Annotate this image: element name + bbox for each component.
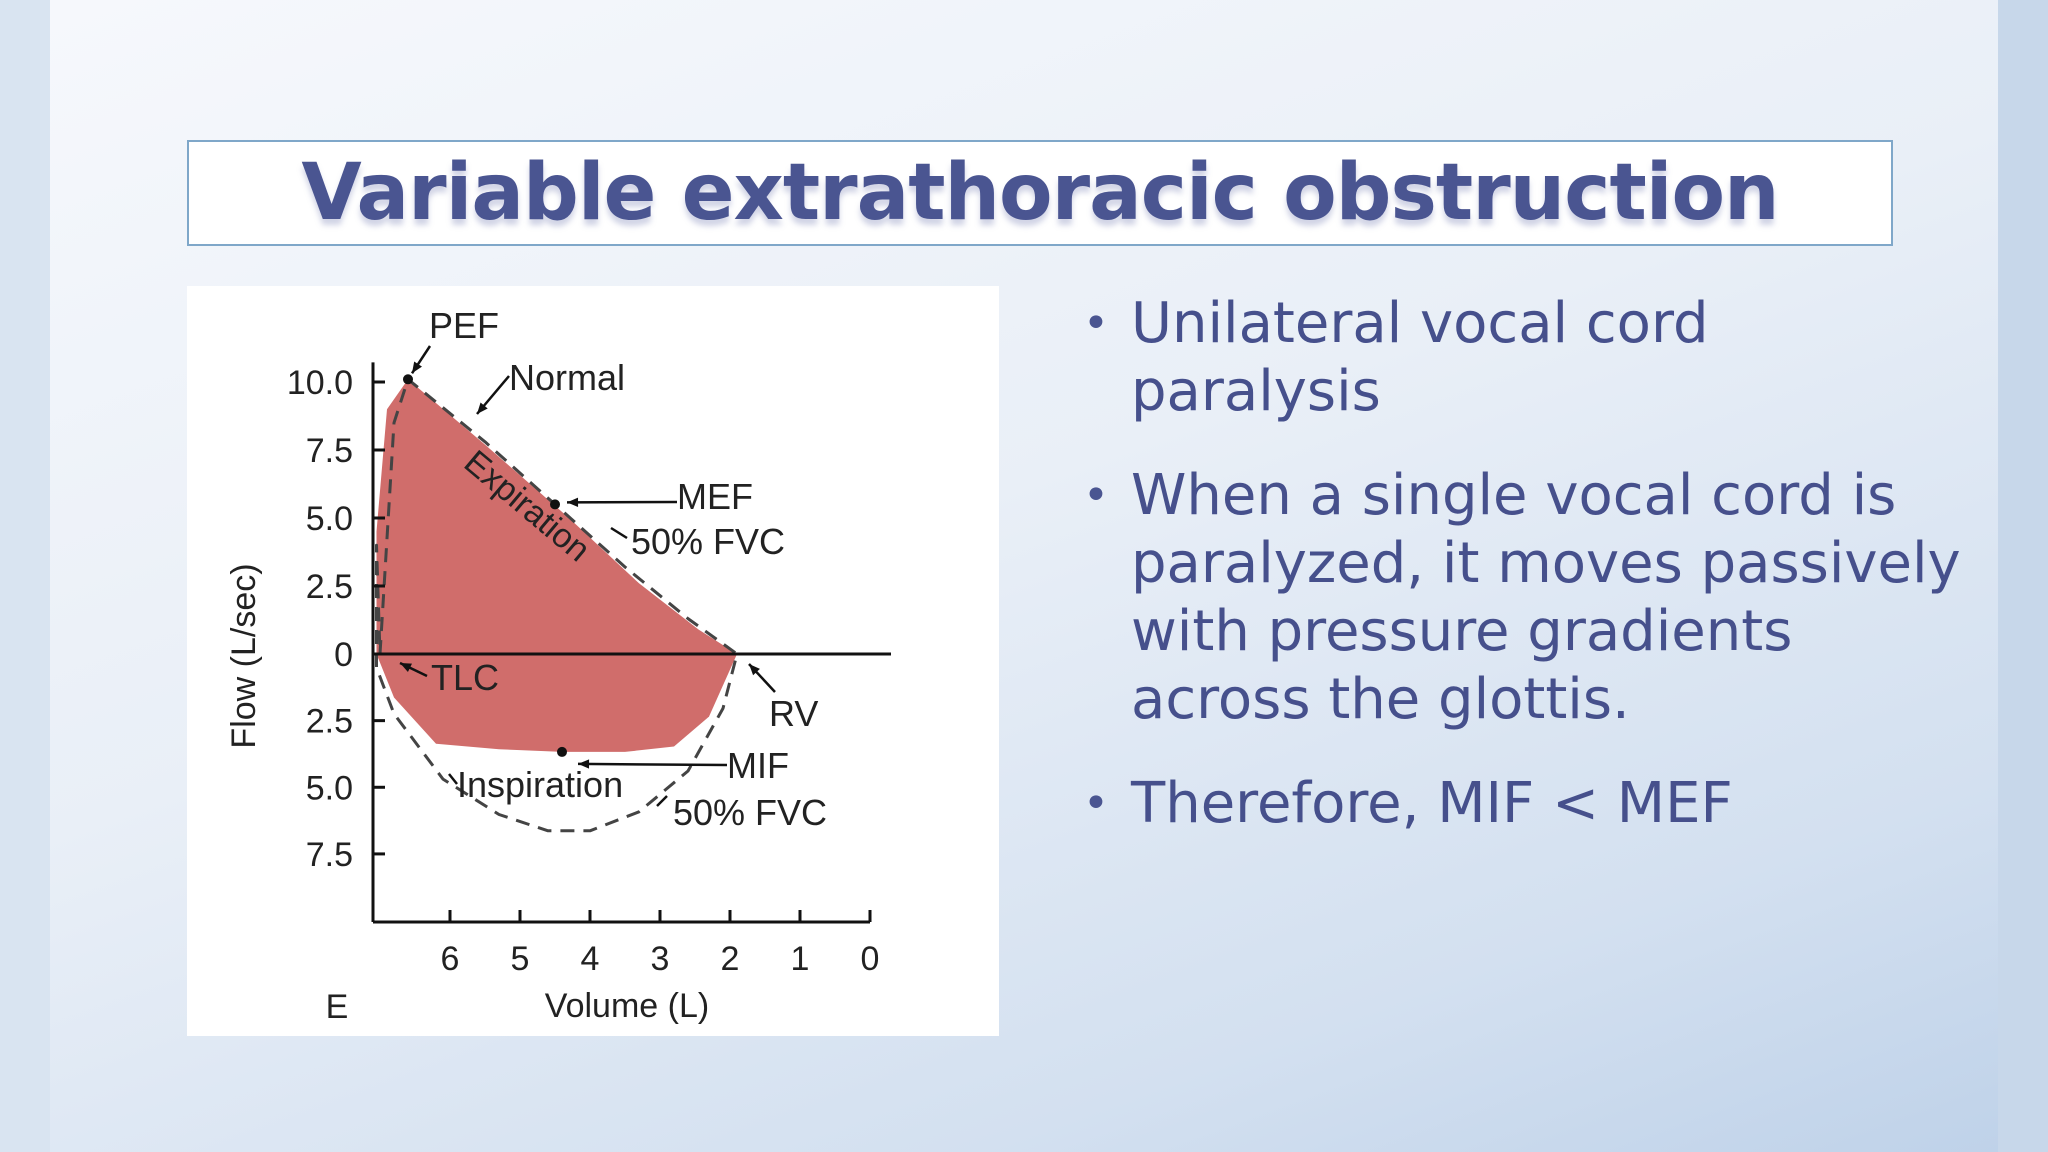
tlc-label: TLC	[431, 657, 499, 698]
normal-arrow-head	[477, 402, 488, 414]
bullet-item: • Therefore, MIF < MEF	[1075, 770, 1975, 838]
x-tick-label: 3	[651, 940, 670, 978]
slide-title-box: Variable extrathoracic obstruction	[187, 140, 1893, 246]
e-label: E	[326, 988, 349, 1026]
rv-arrow-head	[749, 664, 760, 676]
bullet-text: Unilateral vocal cord paralysis	[1131, 291, 1709, 424]
mif-point	[557, 746, 567, 757]
mif-leader	[656, 795, 668, 807]
pef-point	[403, 374, 413, 385]
x-tick-label: 0	[861, 940, 880, 978]
chart-svg: 10.0 7.5 5.0 2.5 0 2.5 5.0 7.5 6 5 4 3 2 1 0 Volume (L)…	[225, 305, 891, 1026]
x-tick-label: 4	[581, 940, 600, 978]
mef-label: MEF	[677, 476, 753, 517]
inspiration-leader	[448, 773, 458, 785]
y-tick-label: 5.0	[306, 500, 353, 538]
y-tick-label: 2.5	[306, 703, 353, 741]
tlc-arrow-head	[400, 663, 412, 673]
pef-label: PEF	[429, 305, 499, 346]
x-tick-label: 2	[721, 940, 740, 978]
mif-arrow-head	[578, 759, 590, 769]
x-tick-label: 6	[441, 940, 460, 978]
slide-left-margin	[0, 0, 50, 1152]
mef-point	[550, 499, 560, 510]
bullet-list: • Unilateral vocal cord paralysis • When…	[1075, 290, 1975, 874]
mef-sublabel: 50% FVC	[631, 521, 785, 562]
normal-curve-dashed	[375, 377, 739, 833]
x-tick-label: 1	[791, 940, 810, 978]
y-tick-label: 7.5	[306, 432, 353, 470]
bullet-text: When a single vocal cord is paralyzed, i…	[1131, 463, 1961, 732]
bullet-dot-icon: •	[1083, 298, 1109, 349]
y-axis-label: Flow (L/sec)	[225, 563, 263, 748]
mif-arrow	[577, 762, 728, 767]
x-tick-label: 5	[511, 940, 530, 978]
bullet-item: • When a single vocal cord is paralyzed,…	[1075, 462, 1975, 734]
mef-arrow-head	[567, 497, 579, 508]
bullet-text: Therefore, MIF < MEF	[1131, 771, 1733, 836]
mif-sublabel: 50% FVC	[673, 792, 827, 833]
y-tick-label: 2.5	[306, 568, 353, 606]
y-tick-label: 10.0	[287, 364, 353, 402]
rv-label: RV	[769, 693, 818, 734]
mif-label: MIF	[727, 745, 789, 786]
flow-volume-chart: 10.0 7.5 5.0 2.5 0 2.5 5.0 7.5 6 5 4 3 2 1 0 Volume (L)…	[187, 286, 999, 1036]
y-tick-label: 5.0	[306, 769, 353, 807]
bullet-dot-icon: •	[1083, 778, 1109, 829]
normal-label: Normal	[509, 357, 625, 398]
slide-right-margin	[1998, 0, 2048, 1152]
bullet-item: • Unilateral vocal cord paralysis	[1075, 290, 1975, 426]
x-axis-label: Volume (L)	[545, 987, 709, 1025]
expiration-area	[376, 379, 737, 654]
mef-leader	[610, 526, 628, 540]
y-tick-label: 0	[334, 636, 353, 674]
bullet-dot-icon: •	[1083, 470, 1109, 521]
slide-title: Variable extrathoracic obstruction	[301, 148, 1779, 238]
inspiration-label: Inspiration	[457, 764, 623, 805]
y-tick-label: 7.5	[306, 836, 353, 874]
pef-arrow-head	[412, 361, 422, 374]
inspiration-area	[376, 654, 737, 752]
